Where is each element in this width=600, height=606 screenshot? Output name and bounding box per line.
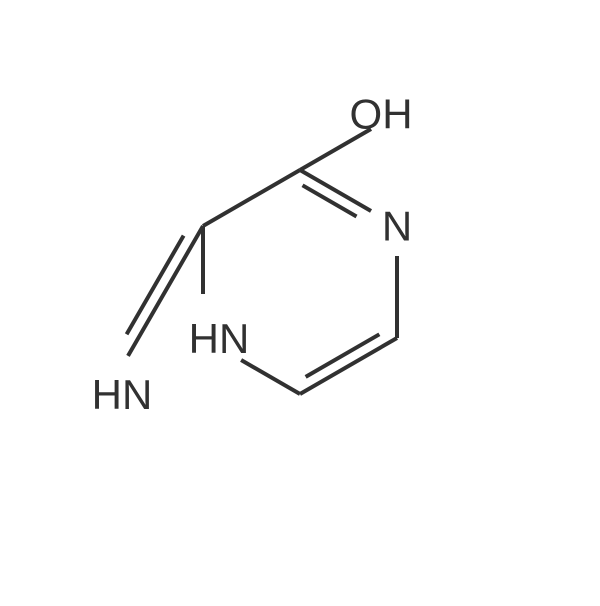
bond-line	[203, 170, 300, 226]
bond-line	[127, 236, 184, 335]
atom-label: HN	[92, 371, 153, 418]
bond-line	[300, 338, 397, 394]
bond-line	[241, 360, 300, 394]
molecule-diagram: OH N HN HN	[0, 0, 600, 606]
atom-label: N	[382, 203, 412, 250]
bond-line	[303, 185, 357, 216]
atom-label: OH	[350, 91, 413, 138]
atom-label: HN	[189, 315, 250, 362]
